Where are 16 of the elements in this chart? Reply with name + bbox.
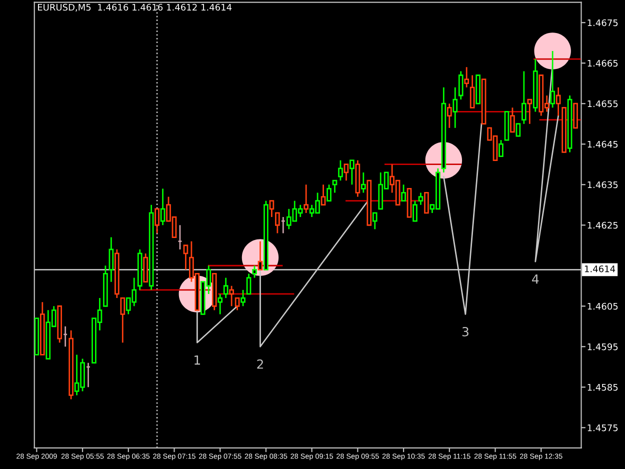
y-tick-label: 1.4605 (588, 302, 618, 310)
y-tick-label: 1.4625 (588, 222, 618, 229)
y-tick-label: 1.4675 (588, 19, 618, 26)
chart-title: EURUSD,M5 1.4616 1.4616 1.4612 1.4614 (38, 4, 232, 12)
y-tick-label: 1.4655 (588, 100, 618, 108)
annotation: 4 (532, 274, 539, 284)
ref-line-label: 1.4614 (584, 265, 616, 272)
annotation: 1 (194, 355, 200, 365)
y-tick-label: 1.4595 (588, 343, 618, 350)
y-tick-label: 1.4645 (588, 140, 618, 148)
y-tick-label: 1.4635 (588, 181, 618, 188)
y-tick-label: 1.4585 (588, 384, 618, 391)
y-tick-label: 1.4575 (588, 424, 618, 432)
annotation: 3 (462, 326, 468, 336)
y-tick-label: 1.4665 (588, 60, 618, 67)
annotation: 2 (257, 359, 263, 369)
